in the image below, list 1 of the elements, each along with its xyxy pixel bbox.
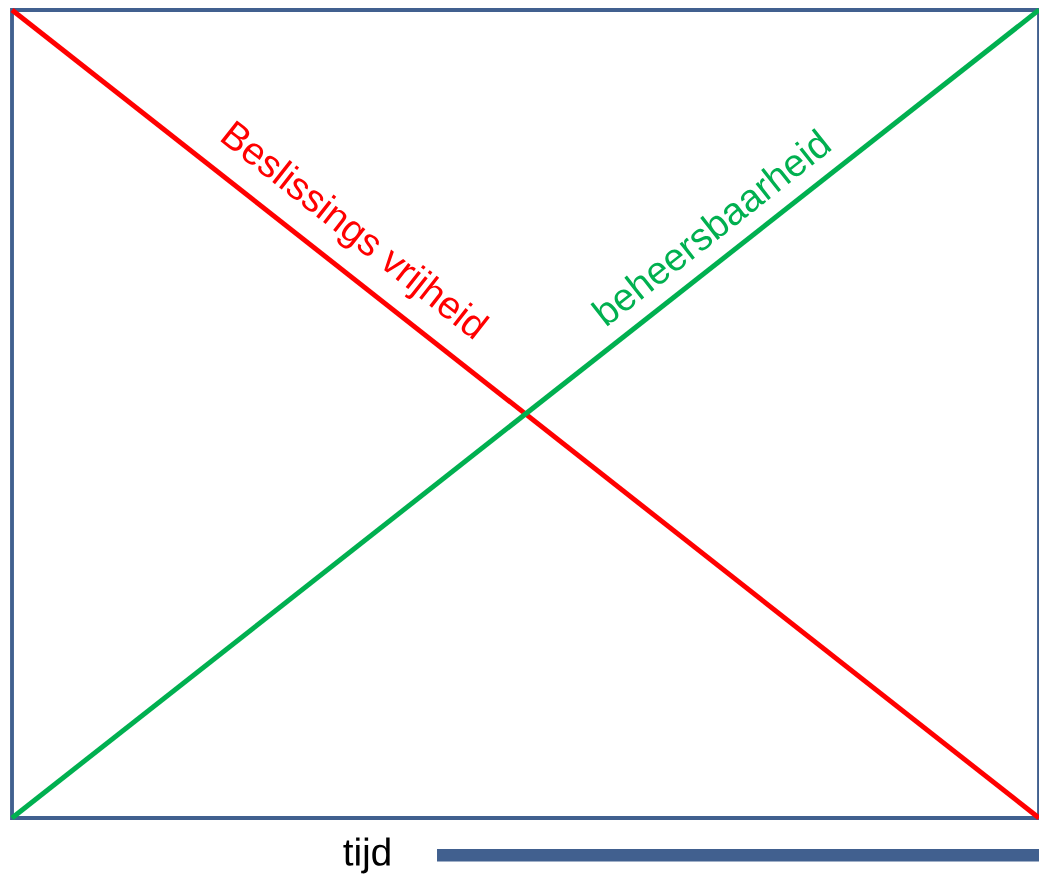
x-axis-title: tijd [343, 837, 390, 874]
